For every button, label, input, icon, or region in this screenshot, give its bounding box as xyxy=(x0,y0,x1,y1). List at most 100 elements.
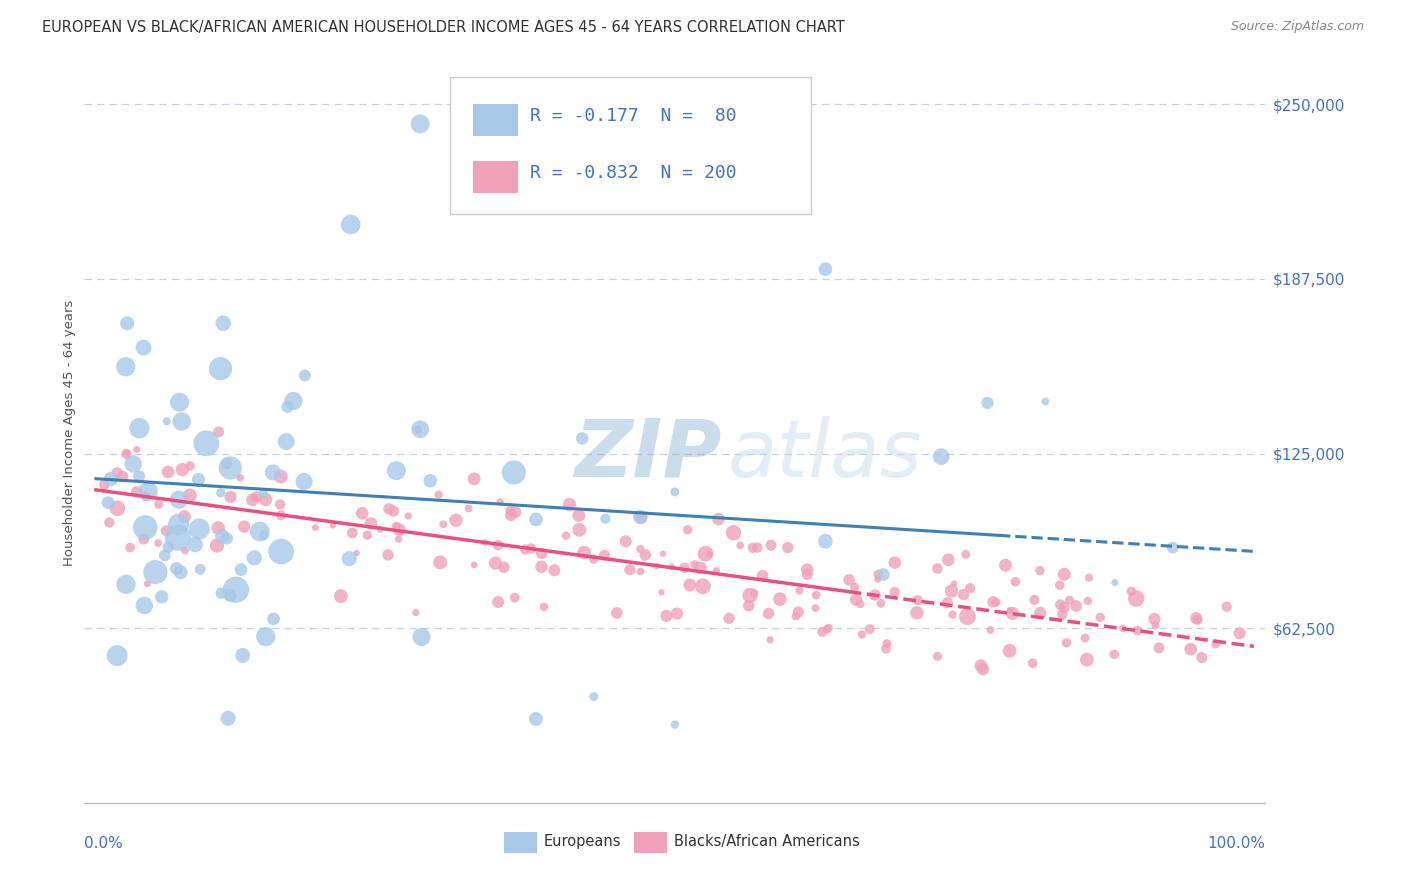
Point xyxy=(378,501,401,516)
Point xyxy=(115,447,138,461)
Point xyxy=(360,516,382,531)
Point xyxy=(981,595,1004,609)
Point xyxy=(634,548,657,562)
Point xyxy=(558,498,581,512)
Point xyxy=(941,584,963,599)
Point xyxy=(1077,594,1099,608)
Point xyxy=(170,566,193,580)
Point xyxy=(499,504,522,518)
Point xyxy=(628,542,651,557)
Point xyxy=(167,517,190,532)
Point xyxy=(728,538,751,552)
Point xyxy=(1088,610,1111,624)
Point xyxy=(692,579,714,593)
Point xyxy=(115,577,138,591)
Point xyxy=(862,590,884,604)
Point xyxy=(707,512,730,526)
Point xyxy=(388,523,411,537)
Point xyxy=(595,512,617,526)
Point xyxy=(209,586,232,600)
Text: EUROPEAN VS BLACK/AFRICAN AMERICAN HOUSEHOLDER INCOME AGES 45 - 64 YEARS CORRELA: EUROPEAN VS BLACK/AFRICAN AMERICAN HOUSE… xyxy=(42,20,845,35)
Point xyxy=(105,466,128,480)
Point xyxy=(568,508,591,523)
Point xyxy=(346,546,368,560)
Point xyxy=(630,565,652,579)
Point xyxy=(849,597,872,611)
Point xyxy=(432,517,454,532)
Point xyxy=(125,442,148,457)
Text: Blacks/African Americans: Blacks/African Americans xyxy=(673,834,859,849)
Point xyxy=(188,522,211,536)
Point xyxy=(758,607,780,621)
Point xyxy=(619,563,641,577)
Point xyxy=(520,541,543,556)
Point xyxy=(243,550,266,565)
Point xyxy=(148,498,170,512)
Point xyxy=(388,532,411,546)
Point xyxy=(243,491,266,505)
Point xyxy=(530,546,553,560)
Point xyxy=(172,463,194,477)
Point xyxy=(134,520,156,534)
Text: 100.0%: 100.0% xyxy=(1208,836,1265,851)
Text: atlas: atlas xyxy=(728,416,922,494)
Point xyxy=(524,712,547,726)
Point xyxy=(998,603,1021,617)
Point xyxy=(486,595,509,609)
Point xyxy=(100,472,122,486)
Point xyxy=(134,599,156,613)
Point xyxy=(503,591,526,605)
Point xyxy=(1029,564,1052,578)
Point xyxy=(1001,607,1024,621)
Point xyxy=(406,423,429,437)
Point xyxy=(115,445,138,459)
Point xyxy=(322,518,344,533)
Point xyxy=(229,563,252,577)
Point xyxy=(723,525,745,540)
Point xyxy=(936,596,959,610)
Point xyxy=(959,581,981,595)
Point xyxy=(956,609,979,624)
Point xyxy=(208,425,231,439)
Point xyxy=(157,540,180,554)
Point xyxy=(304,520,326,534)
Point xyxy=(179,458,201,473)
Point xyxy=(1029,606,1052,620)
Point xyxy=(419,474,441,488)
Point xyxy=(927,561,949,575)
Point xyxy=(1104,648,1126,662)
Point xyxy=(270,508,292,523)
Point xyxy=(219,461,242,475)
Point xyxy=(385,519,408,533)
Point xyxy=(205,539,228,553)
Point xyxy=(283,394,305,409)
Point xyxy=(463,472,485,486)
Point xyxy=(1125,591,1147,606)
Point xyxy=(1004,574,1026,589)
Point xyxy=(738,589,761,603)
Point xyxy=(254,492,277,507)
Point xyxy=(851,627,873,641)
Point xyxy=(474,535,496,549)
Point xyxy=(145,565,167,579)
Point xyxy=(804,601,827,615)
Point xyxy=(135,490,157,504)
FancyBboxPatch shape xyxy=(472,161,517,193)
Point xyxy=(787,605,810,619)
Point xyxy=(93,477,115,491)
Point xyxy=(188,562,211,576)
Point xyxy=(1185,611,1208,625)
Point xyxy=(582,690,605,704)
Point xyxy=(1215,599,1237,614)
Point xyxy=(1147,640,1170,655)
Point xyxy=(796,563,818,577)
Point xyxy=(1059,593,1081,607)
Point xyxy=(1180,642,1202,657)
Point xyxy=(382,504,405,518)
Point xyxy=(1074,631,1097,645)
Point xyxy=(815,623,838,637)
Point xyxy=(263,612,285,626)
Point xyxy=(212,316,235,330)
Point xyxy=(1078,571,1101,585)
Point xyxy=(1229,626,1251,640)
